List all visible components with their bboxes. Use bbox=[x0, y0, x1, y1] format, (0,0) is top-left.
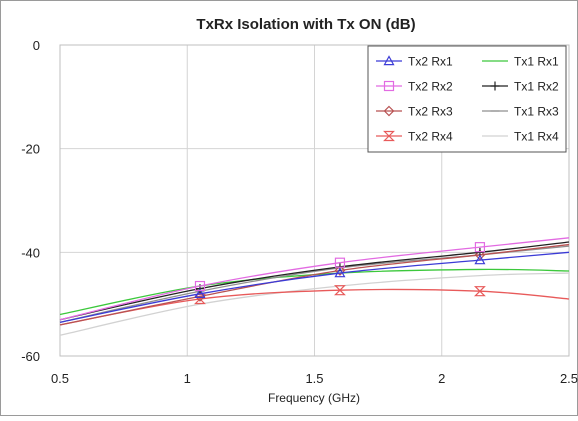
legend-label: Tx1 Rx2 bbox=[514, 80, 559, 94]
y-tick-label: -60 bbox=[21, 349, 40, 364]
x-tick-label: 1.5 bbox=[305, 371, 323, 386]
y-tick-label: -20 bbox=[21, 142, 40, 157]
x-tick-label: 2.5 bbox=[560, 371, 578, 386]
chart-title: TxRx Isolation with Tx ON (dB) bbox=[196, 16, 415, 33]
legend-label: Tx2 Rx4 bbox=[408, 130, 453, 144]
legend-label: Tx2 Rx3 bbox=[408, 105, 453, 119]
legend-label: Tx1 Rx3 bbox=[514, 105, 559, 119]
y-tick-label: -40 bbox=[21, 245, 40, 260]
legend-label: Tx2 Rx1 bbox=[408, 55, 453, 69]
legend-label: Tx1 Rx4 bbox=[514, 130, 559, 144]
y-tick-label: 0 bbox=[33, 38, 40, 53]
legend-label: Tx2 Rx2 bbox=[408, 80, 453, 94]
x-tick-label: 0.5 bbox=[51, 371, 69, 386]
x-axis-label: Frequency (GHz) bbox=[268, 391, 360, 405]
x-tick-label: 2 bbox=[438, 371, 445, 386]
x-tick-label: 1 bbox=[184, 371, 191, 386]
legend-label: Tx1 Rx1 bbox=[514, 55, 559, 69]
legend: Tx2 Rx1 Tx2 Rx2 Tx2 Rx3 Tx2 Rx4 Tx1 Rx1 Tx1 R… bbox=[368, 46, 566, 152]
